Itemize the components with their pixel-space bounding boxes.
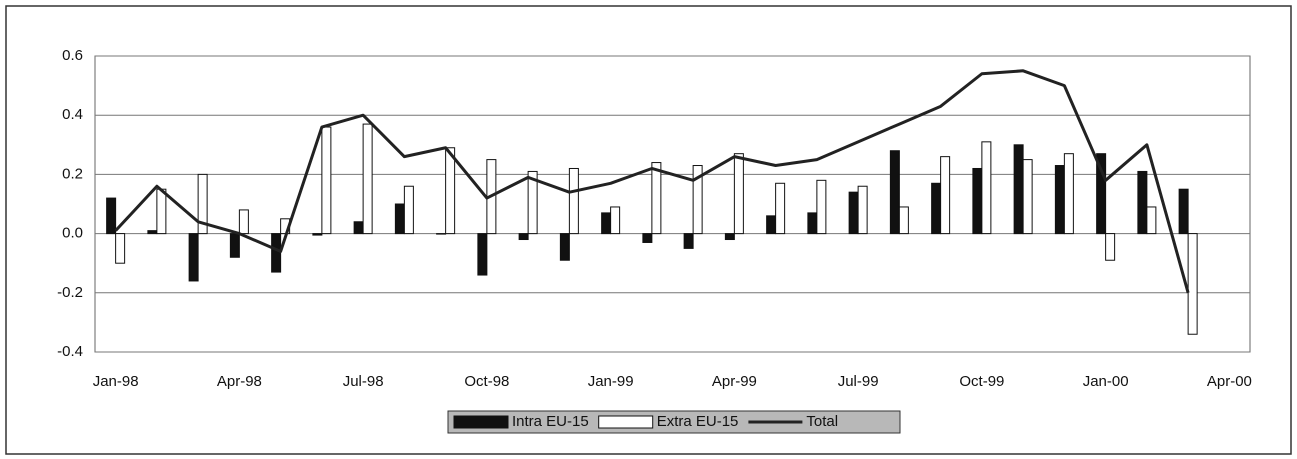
bar	[692, 165, 703, 235]
bar	[807, 212, 818, 235]
legend-label: Extra EU-15	[657, 413, 739, 430]
bar	[188, 233, 199, 282]
bar	[642, 233, 653, 243]
x-tick-label: Oct-98	[464, 373, 509, 390]
bar	[857, 185, 868, 235]
bar	[147, 230, 158, 235]
bar	[940, 156, 951, 235]
bar	[816, 179, 827, 235]
y-tick-label: 0.4	[62, 106, 83, 123]
bar	[683, 233, 694, 249]
bar	[1013, 144, 1024, 235]
bar	[229, 233, 240, 258]
legend-swatch	[598, 415, 654, 429]
y-tick-label: -0.2	[57, 284, 83, 301]
bar	[848, 191, 859, 235]
bar	[559, 233, 570, 261]
bar	[724, 233, 735, 241]
y-tick-label: 0.6	[62, 47, 83, 64]
legend-label: Total	[806, 413, 838, 430]
bar	[601, 212, 612, 235]
bar	[238, 209, 249, 235]
bar	[271, 233, 282, 273]
bar	[1178, 188, 1189, 235]
x-tick-label: Apr-00	[1207, 373, 1252, 390]
x-tick-label: Jan-98	[93, 373, 139, 390]
bar	[321, 126, 332, 235]
bar	[312, 233, 323, 236]
x-tick-label: Jan-99	[588, 373, 634, 390]
bar	[568, 167, 579, 235]
legend-swatch	[453, 415, 509, 429]
bar	[889, 150, 900, 235]
bar	[775, 182, 786, 235]
bar	[1022, 159, 1033, 235]
bar	[1187, 233, 1198, 335]
bar	[898, 206, 909, 235]
bar	[972, 167, 983, 235]
bar	[610, 206, 621, 235]
plot-area	[94, 55, 1251, 353]
bar	[1146, 206, 1157, 235]
legend-label: Intra EU-15	[512, 413, 589, 430]
bar	[403, 185, 414, 235]
x-tick-label: Apr-98	[217, 373, 262, 390]
bar	[362, 123, 373, 235]
bar	[1105, 233, 1116, 261]
x-tick-label: Jan-00	[1083, 373, 1129, 390]
bar	[651, 162, 662, 235]
line	[114, 69, 1190, 294]
bar	[197, 173, 208, 235]
bar	[156, 188, 167, 235]
x-tick-label: Jul-98	[343, 373, 384, 390]
bar	[445, 147, 456, 235]
bar	[1096, 153, 1107, 235]
bar	[1063, 153, 1074, 235]
bar	[1054, 165, 1065, 235]
bar	[477, 233, 488, 276]
bar	[733, 153, 744, 235]
legend-box	[447, 410, 901, 434]
bar	[394, 203, 405, 235]
bar	[1137, 170, 1148, 235]
bar	[106, 197, 117, 235]
bar	[115, 233, 126, 264]
x-tick-label: Oct-99	[959, 373, 1004, 390]
y-tick-label: -0.4	[57, 343, 83, 360]
bar	[518, 233, 529, 241]
y-tick-label: 0.0	[62, 225, 83, 242]
bar	[353, 221, 364, 235]
x-tick-label: Apr-99	[712, 373, 757, 390]
bar	[436, 233, 447, 235]
x-tick-label: Jul-99	[838, 373, 879, 390]
bar	[981, 141, 992, 235]
bar	[931, 182, 942, 235]
bar	[527, 170, 538, 235]
y-tick-label: 0.2	[62, 165, 83, 182]
bar	[766, 215, 777, 235]
